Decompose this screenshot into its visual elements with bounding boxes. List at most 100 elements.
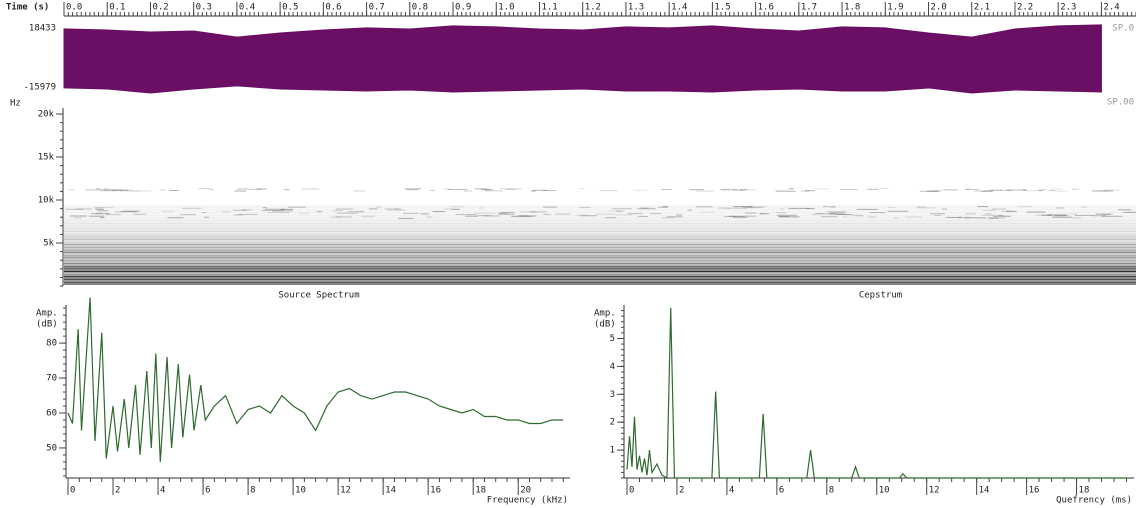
time-tick-label: 1.3 <box>628 3 644 13</box>
spectrogram-speckle <box>222 211 231 212</box>
spectrogram-speckle <box>696 206 713 207</box>
spectrogram-unit: Hz <box>10 99 21 109</box>
spectrogram-speckle <box>985 213 991 214</box>
analysis-window: Time (s)0.00.10.20.30.40.50.60.70.80.91.… <box>0 0 1136 508</box>
spectrogram-channel: SP.00 <box>1107 98 1134 108</box>
spectrogram-speckle <box>917 207 925 208</box>
spectrogram-speckle <box>233 210 246 211</box>
spectrogram-speckle <box>638 216 648 217</box>
spectrogram-speckle <box>814 188 829 189</box>
spectrogram-speckle <box>676 214 682 215</box>
spectrogram-speckle <box>667 216 683 217</box>
time-tick-label: 1.8 <box>844 3 860 13</box>
spectrogram-speckle <box>616 214 632 215</box>
spectrogram-speckle <box>867 189 878 190</box>
x-tick-label: 6 <box>205 486 210 496</box>
time-tick-label: 0.9 <box>455 3 471 13</box>
spectrogram-speckle <box>361 216 374 217</box>
spectrogram-speckle <box>812 214 816 215</box>
spectrogram-speckle <box>336 216 352 217</box>
y-tick-label: 60 <box>46 408 57 418</box>
spectrogram-speckle <box>101 207 113 208</box>
x-tick-label: 0 <box>629 486 634 496</box>
spectrogram-speckle <box>1072 217 1081 218</box>
spectrogram-speckle <box>721 190 730 191</box>
spectrogram-speckle <box>932 190 943 191</box>
x-tick-label: 2 <box>679 486 684 496</box>
spectrogram-speckle <box>284 189 289 190</box>
spectrogram-speckle <box>204 217 209 218</box>
spectrogram-speckle <box>993 216 1011 217</box>
spectrogram-speckle <box>989 218 999 219</box>
spectrum-line <box>627 308 1127 478</box>
y-tick-label: 3 <box>610 390 615 400</box>
spectrogram-speckle <box>689 189 704 190</box>
waveform-lower <box>64 61 1101 93</box>
time-tick-label: 1.2 <box>585 3 601 13</box>
spectrogram-speckle <box>776 212 786 213</box>
time-tick-label: 1.7 <box>801 3 817 13</box>
x-tick-label: 16 <box>430 486 441 496</box>
spectrogram-speckle <box>169 190 178 191</box>
spectrogram-speckle <box>543 214 552 215</box>
spectrogram-speckle <box>199 188 212 189</box>
spectrogram-speckle <box>202 212 206 213</box>
spectrogram-speckle <box>317 211 322 212</box>
spectrogram-speckle <box>336 209 353 210</box>
spectrogram-speckle <box>106 213 110 214</box>
spectrogram-speckle <box>965 189 980 190</box>
chart-title: Source Spectrum <box>278 291 359 301</box>
spectrogram-speckle <box>1123 212 1136 213</box>
y-tick-label: 1 <box>610 446 615 456</box>
spectrogram-speckle <box>855 215 863 216</box>
page: { "time_axis": {"label": "Time (s)", "xl… <box>0 0 1136 508</box>
spectrogram-speckle <box>272 211 292 212</box>
spectrogram-speckle <box>780 208 784 209</box>
x-tick-label: 10 <box>295 486 306 496</box>
spectrogram-speckle <box>887 211 907 212</box>
y-axis-label: (dB) <box>594 320 616 330</box>
spectrogram-speckle <box>718 208 730 209</box>
time-tick-label: 0.6 <box>325 3 341 13</box>
x-tick-label: 8 <box>250 486 255 496</box>
y-tick-label: 4 <box>610 362 615 372</box>
y-tick-label: 70 <box>46 374 57 384</box>
spectrogram-speckle <box>443 189 451 190</box>
time-tick-label: 1.6 <box>758 3 774 13</box>
spectrogram-speckle <box>1006 189 1025 190</box>
spectrogram-speckle <box>888 207 895 208</box>
spectrogram-speckle <box>1118 209 1131 210</box>
spectrogram-speckle <box>1093 215 1106 216</box>
spectrogram-speckle <box>333 210 343 211</box>
time-tick-label: 2.4 <box>1103 3 1119 13</box>
time-axis-label: Time (s) <box>6 2 49 13</box>
time-tick-label: 0.5 <box>282 3 298 13</box>
spectrogram-speckle <box>464 191 472 192</box>
spectrogram-speckle <box>1036 215 1052 216</box>
spectrogram-speckle <box>641 208 649 209</box>
spectrogram-speckle <box>978 206 988 207</box>
spectrogram-speckle <box>981 191 992 192</box>
spectrogram-speckle <box>68 189 74 190</box>
spectrogram-speckle <box>97 210 108 211</box>
spectrogram-speckle <box>301 188 319 189</box>
x-tick-label: 12 <box>929 486 940 496</box>
spectrogram-speckle <box>387 210 405 211</box>
spectrogram-speckle <box>605 217 616 218</box>
time-tick-label: 1.1 <box>541 3 557 13</box>
y-tick-label: 5 <box>610 334 615 344</box>
y-axis-label: (dB) <box>36 320 58 330</box>
spectrum-line <box>68 298 563 462</box>
spectrogram-speckle <box>739 189 747 190</box>
spectrogram-speckle <box>237 188 247 189</box>
spectrogram-speckle <box>905 216 921 217</box>
time-tick-label: 0.3 <box>196 3 212 13</box>
spectrogram-speckle <box>104 190 121 191</box>
x-tick-label: 8 <box>829 486 834 496</box>
spectrogram-speckle <box>983 210 995 211</box>
spectrogram-speckle <box>506 189 517 190</box>
spectrogram-speckle <box>857 209 878 210</box>
spectrogram-speckle <box>982 215 996 216</box>
time-tick-label: 0.1 <box>109 3 125 13</box>
spectrogram-speckle <box>823 206 829 207</box>
